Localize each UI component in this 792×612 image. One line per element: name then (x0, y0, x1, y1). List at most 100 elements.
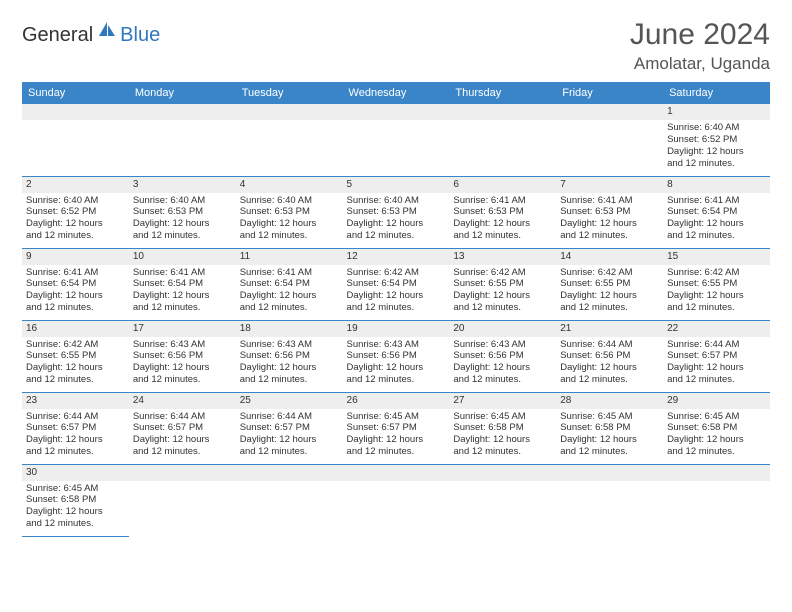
calendar-cell: 23Sunrise: 6:44 AMSunset: 6:57 PMDayligh… (22, 392, 129, 464)
month-title: June 2024 (630, 18, 770, 52)
calendar-cell: 8Sunrise: 6:41 AMSunset: 6:54 PMDaylight… (663, 176, 770, 248)
calendar-cell: 5Sunrise: 6:40 AMSunset: 6:53 PMDaylight… (343, 176, 450, 248)
weekday-header: Thursday (449, 82, 556, 104)
calendar-cell (343, 104, 450, 176)
day-number: 6 (449, 177, 556, 193)
calendar-cell: 20Sunrise: 6:43 AMSunset: 6:56 PMDayligh… (449, 320, 556, 392)
calendar-cell (129, 104, 236, 176)
day-number: 29 (663, 393, 770, 409)
day-number: 3 (129, 177, 236, 193)
day-number: 28 (556, 393, 663, 409)
day-number: 25 (236, 393, 343, 409)
calendar-cell: 28Sunrise: 6:45 AMSunset: 6:58 PMDayligh… (556, 392, 663, 464)
day-number (343, 465, 450, 481)
day-number: 13 (449, 249, 556, 265)
calendar-cell: 3Sunrise: 6:40 AMSunset: 6:53 PMDaylight… (129, 176, 236, 248)
calendar-cell: 29Sunrise: 6:45 AMSunset: 6:58 PMDayligh… (663, 392, 770, 464)
calendar-cell: 1Sunrise: 6:40 AMSunset: 6:52 PMDaylight… (663, 104, 770, 176)
calendar-cell: 26Sunrise: 6:45 AMSunset: 6:57 PMDayligh… (343, 392, 450, 464)
day-number (129, 465, 236, 481)
day-details: Sunrise: 6:44 AMSunset: 6:57 PMDaylight:… (236, 409, 343, 462)
brand-name-1: General (22, 24, 93, 47)
day-number: 4 (236, 177, 343, 193)
calendar-cell: 22Sunrise: 6:44 AMSunset: 6:57 PMDayligh… (663, 320, 770, 392)
day-number: 24 (129, 393, 236, 409)
day-details: Sunrise: 6:40 AMSunset: 6:53 PMDaylight:… (236, 193, 343, 246)
calendar-cell (449, 464, 556, 536)
calendar-cell (556, 464, 663, 536)
location: Amolatar, Uganda (630, 54, 770, 74)
day-details: Sunrise: 6:43 AMSunset: 6:56 PMDaylight:… (343, 337, 450, 390)
calendar-cell (236, 464, 343, 536)
calendar-cell: 27Sunrise: 6:45 AMSunset: 6:58 PMDayligh… (449, 392, 556, 464)
weekday-header: Monday (129, 82, 236, 104)
day-details: Sunrise: 6:41 AMSunset: 6:53 PMDaylight:… (556, 193, 663, 246)
day-details: Sunrise: 6:42 AMSunset: 6:55 PMDaylight:… (449, 265, 556, 318)
day-details: Sunrise: 6:44 AMSunset: 6:57 PMDaylight:… (129, 409, 236, 462)
day-number (236, 465, 343, 481)
calendar-cell: 15Sunrise: 6:42 AMSunset: 6:55 PMDayligh… (663, 248, 770, 320)
calendar-cell: 16Sunrise: 6:42 AMSunset: 6:55 PMDayligh… (22, 320, 129, 392)
calendar-cell: 4Sunrise: 6:40 AMSunset: 6:53 PMDaylight… (236, 176, 343, 248)
calendar-cell: 6Sunrise: 6:41 AMSunset: 6:53 PMDaylight… (449, 176, 556, 248)
calendar-cell: 25Sunrise: 6:44 AMSunset: 6:57 PMDayligh… (236, 392, 343, 464)
day-number (129, 104, 236, 120)
day-details: Sunrise: 6:42 AMSunset: 6:55 PMDaylight:… (556, 265, 663, 318)
day-number: 2 (22, 177, 129, 193)
weekday-header: Friday (556, 82, 663, 104)
day-number: 19 (343, 321, 450, 337)
day-number: 14 (556, 249, 663, 265)
calendar-cell: 30Sunrise: 6:45 AMSunset: 6:58 PMDayligh… (22, 464, 129, 536)
day-number (449, 465, 556, 481)
calendar-cell: 2Sunrise: 6:40 AMSunset: 6:52 PMDaylight… (22, 176, 129, 248)
day-number (236, 104, 343, 120)
day-details: Sunrise: 6:41 AMSunset: 6:54 PMDaylight:… (236, 265, 343, 318)
day-number: 23 (22, 393, 129, 409)
day-details: Sunrise: 6:45 AMSunset: 6:58 PMDaylight:… (22, 481, 129, 534)
calendar-row: 30Sunrise: 6:45 AMSunset: 6:58 PMDayligh… (22, 464, 770, 536)
calendar-cell (663, 464, 770, 536)
weekday-header: Saturday (663, 82, 770, 104)
day-number: 20 (449, 321, 556, 337)
calendar-cell (236, 104, 343, 176)
day-details: Sunrise: 6:44 AMSunset: 6:57 PMDaylight:… (663, 337, 770, 390)
brand-name-2: Blue (120, 24, 160, 47)
calendar-cell: 21Sunrise: 6:44 AMSunset: 6:56 PMDayligh… (556, 320, 663, 392)
calendar-cell: 11Sunrise: 6:41 AMSunset: 6:54 PMDayligh… (236, 248, 343, 320)
day-number: 21 (556, 321, 663, 337)
calendar-row: 1Sunrise: 6:40 AMSunset: 6:52 PMDaylight… (22, 104, 770, 176)
calendar-cell: 10Sunrise: 6:41 AMSunset: 6:54 PMDayligh… (129, 248, 236, 320)
day-number: 16 (22, 321, 129, 337)
sail-icon (97, 22, 117, 43)
calendar-cell: 14Sunrise: 6:42 AMSunset: 6:55 PMDayligh… (556, 248, 663, 320)
day-details: Sunrise: 6:41 AMSunset: 6:54 PMDaylight:… (663, 193, 770, 246)
weekday-header-row: Sunday Monday Tuesday Wednesday Thursday… (22, 82, 770, 104)
calendar-cell: 7Sunrise: 6:41 AMSunset: 6:53 PMDaylight… (556, 176, 663, 248)
calendar-row: 16Sunrise: 6:42 AMSunset: 6:55 PMDayligh… (22, 320, 770, 392)
calendar-cell: 18Sunrise: 6:43 AMSunset: 6:56 PMDayligh… (236, 320, 343, 392)
calendar-cell: 12Sunrise: 6:42 AMSunset: 6:54 PMDayligh… (343, 248, 450, 320)
day-number (22, 104, 129, 120)
day-number (556, 465, 663, 481)
day-number: 18 (236, 321, 343, 337)
calendar-cell: 24Sunrise: 6:44 AMSunset: 6:57 PMDayligh… (129, 392, 236, 464)
calendar-row: 23Sunrise: 6:44 AMSunset: 6:57 PMDayligh… (22, 392, 770, 464)
calendar-cell: 13Sunrise: 6:42 AMSunset: 6:55 PMDayligh… (449, 248, 556, 320)
day-details: Sunrise: 6:45 AMSunset: 6:58 PMDaylight:… (556, 409, 663, 462)
calendar-cell (449, 104, 556, 176)
day-details: Sunrise: 6:41 AMSunset: 6:54 PMDaylight:… (129, 265, 236, 318)
day-number (663, 465, 770, 481)
day-details: Sunrise: 6:43 AMSunset: 6:56 PMDaylight:… (449, 337, 556, 390)
day-details: Sunrise: 6:44 AMSunset: 6:57 PMDaylight:… (22, 409, 129, 462)
calendar-row: 2Sunrise: 6:40 AMSunset: 6:52 PMDaylight… (22, 176, 770, 248)
day-number: 7 (556, 177, 663, 193)
header: General Blue June 2024 Amolatar, Uganda (22, 18, 770, 74)
day-number: 12 (343, 249, 450, 265)
weekday-header: Tuesday (236, 82, 343, 104)
calendar-cell: 9Sunrise: 6:41 AMSunset: 6:54 PMDaylight… (22, 248, 129, 320)
day-number: 9 (22, 249, 129, 265)
calendar-row: 9Sunrise: 6:41 AMSunset: 6:54 PMDaylight… (22, 248, 770, 320)
day-details: Sunrise: 6:45 AMSunset: 6:58 PMDaylight:… (449, 409, 556, 462)
calendar-body: 1Sunrise: 6:40 AMSunset: 6:52 PMDaylight… (22, 104, 770, 536)
day-number: 17 (129, 321, 236, 337)
